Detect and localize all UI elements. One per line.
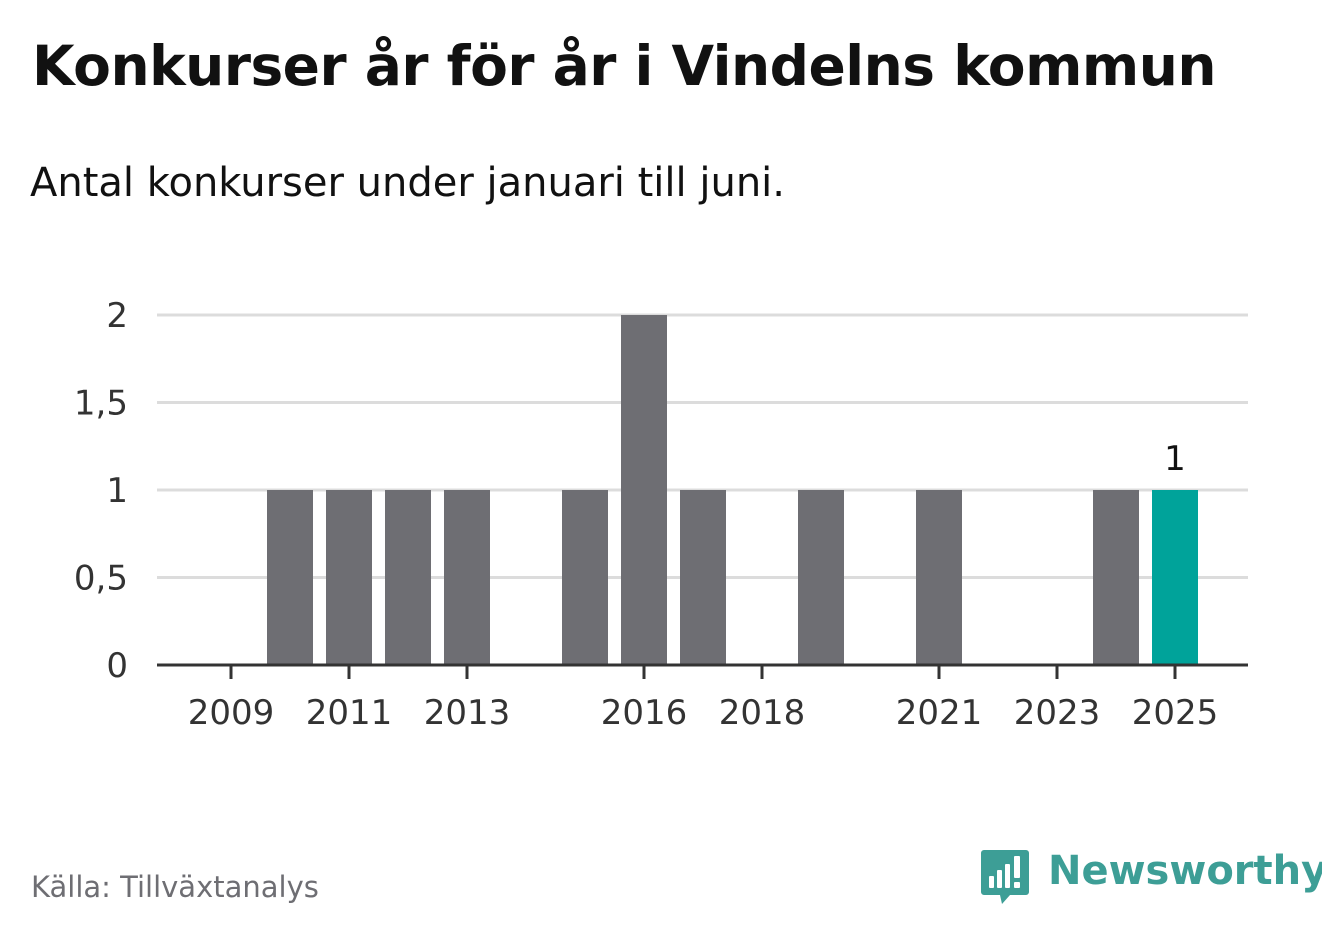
x-tick-label: 2021 [896, 693, 983, 733]
x-tick-label: 2025 [1132, 693, 1219, 733]
x-tick-label: 2018 [719, 693, 806, 733]
source-note: Källa: Tillväxtanalys [31, 870, 319, 904]
page-subtitle: Antal konkurser under januari till juni. [30, 160, 785, 206]
bar [621, 315, 667, 665]
bar [798, 490, 844, 665]
bar [680, 490, 726, 665]
bar-chart: 0 0,5 1 1,5 2 2009 2011 2013 2016 2018 2021 2023 202… [74, 296, 1248, 733]
data-label: 1 [1164, 439, 1186, 479]
bar [385, 490, 431, 665]
page-title: Konkurser år för år i Vindelns kommun [32, 34, 1217, 98]
x-tick-label: 2009 [188, 693, 275, 733]
y-tick-label: 1,5 [74, 384, 128, 424]
bar [326, 490, 372, 665]
brand-logo: Newsworthy [980, 846, 1322, 912]
bar [1093, 490, 1139, 665]
bar [444, 490, 490, 665]
x-tick-label: 2011 [306, 693, 393, 733]
bar [916, 490, 962, 665]
y-tick-label: 2 [106, 296, 128, 336]
x-tick-label: 2016 [601, 693, 688, 733]
bar-highlight [1152, 490, 1198, 665]
bar [267, 490, 313, 665]
y-tick-label: 1 [106, 471, 128, 511]
y-tick-label: 0 [106, 646, 128, 686]
x-tick-label: 2023 [1014, 693, 1101, 733]
bar [562, 490, 608, 665]
x-tick-label: 2013 [424, 693, 511, 733]
y-tick-label: 0,5 [74, 559, 128, 599]
bar-chart-speech-bubble-icon [981, 850, 1029, 904]
brand-name: Newsworthy [1048, 848, 1322, 894]
